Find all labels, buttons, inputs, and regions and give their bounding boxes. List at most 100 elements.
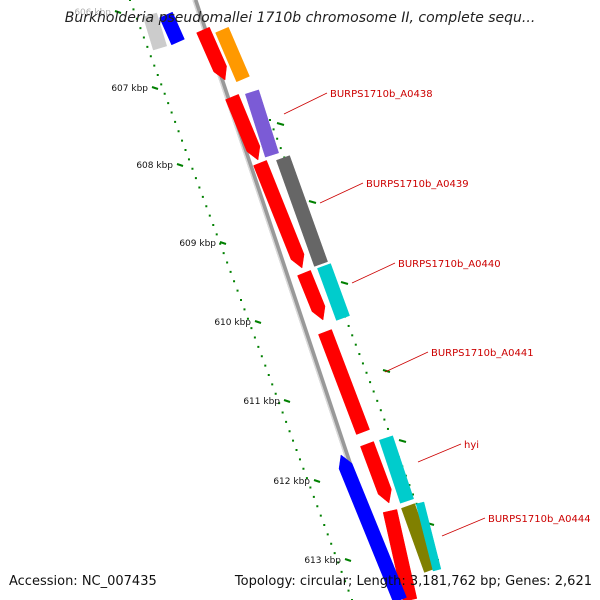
- tick-label-606-kbp: 606 kbp: [74, 8, 111, 18]
- left-tick-track-dot: [191, 167, 194, 170]
- left-tick-track-dot: [142, 36, 145, 39]
- left-tick-track-dot: [167, 102, 170, 105]
- gene-label-burps1710b-a0440[interactable]: BURPS1710b_A0440: [398, 259, 501, 270]
- right-tick-track-dot: [358, 353, 361, 356]
- cds-feature-hyi: [360, 441, 392, 504]
- left-tick-track-dot: [149, 55, 152, 58]
- left-tick-track-dot: [229, 270, 232, 273]
- left-tick-track-dot: [344, 580, 347, 583]
- left-tick-track-dot: [312, 495, 315, 498]
- left-tick-track-dot: [212, 224, 215, 226]
- major-tick: [176, 163, 184, 167]
- right-tick-track-dot: [376, 399, 379, 402]
- right-tick-track-dot: [411, 493, 414, 496]
- left-tick-track-dot: [181, 139, 184, 142]
- major-tick: [219, 241, 227, 245]
- tick-label-613-kbp: 613 kbp: [304, 556, 341, 566]
- left-tick-track-dot: [240, 299, 242, 301]
- gene-label-leader-burps1710b-a0438: [283, 92, 328, 115]
- left-tick-track-dot: [340, 570, 343, 573]
- right-tick-track-dot: [379, 409, 382, 412]
- left-tick-track-dot: [129, 0, 131, 1]
- left-tick-track-dot: [135, 17, 138, 20]
- left-tick-track-dot: [323, 524, 326, 526]
- left-tick-track-dot: [274, 392, 277, 395]
- feature-cyan-a0444: [415, 501, 442, 572]
- right-tick-track-dot: [408, 484, 411, 487]
- right-tick-track-dot: [386, 427, 389, 430]
- major-tick: [114, 10, 122, 14]
- left-tick-track-dot: [170, 111, 173, 114]
- reverse-cds-feature: [338, 454, 407, 600]
- feature-orange: [215, 26, 250, 83]
- left-tick-track-dot: [347, 589, 350, 592]
- major-tick: [344, 558, 352, 562]
- cds-feature-a0441: [318, 329, 370, 435]
- cds-feature: [196, 26, 227, 81]
- right-tick-track-dot: [269, 119, 271, 121]
- cds-feature-a0438: [225, 94, 261, 161]
- gene-label-burps1710b-a0438[interactable]: BURPS1710b_A0438: [330, 89, 433, 100]
- left-tick-track-dot: [330, 542, 333, 545]
- feature-purple-a0438: [245, 89, 279, 158]
- left-tick-track-dot: [295, 449, 298, 451]
- left-tick-track-dot: [337, 561, 340, 564]
- right-tick-track-dot: [272, 128, 275, 131]
- gene-label-burps1710b-a0444[interactable]: BURPS1710b_A0444: [488, 514, 591, 525]
- left-tick-track-dot: [187, 158, 190, 161]
- left-tick-track-dot: [233, 280, 236, 283]
- left-tick-track-dot: [246, 317, 249, 320]
- feature-reverse-partial: [159, 11, 185, 46]
- left-tick-track-dot: [298, 458, 301, 461]
- left-tick-track-dot: [305, 477, 308, 480]
- left-tick-track-dot: [146, 45, 149, 48]
- gene-label-leader-burps1710b-a0440: [351, 262, 396, 284]
- right-tick-track-dot: [347, 324, 350, 327]
- gene-label-leader-burps1710b-a0444: [441, 517, 486, 537]
- right-tick-track-dot: [276, 137, 279, 140]
- right-major-tick: [308, 200, 317, 204]
- left-tick-track-dot: [250, 327, 253, 330]
- cds-feature-a0440: [297, 270, 326, 321]
- left-tick-track-dot: [198, 186, 201, 189]
- left-tick-track-dot: [139, 27, 142, 30]
- feature-cyan-hyi: [379, 435, 414, 504]
- right-major-tick: [398, 439, 407, 443]
- left-tick-track-dot: [333, 552, 336, 555]
- gene-label-hyi[interactable]: hyi: [464, 440, 479, 451]
- left-tick-track-dot: [174, 120, 177, 123]
- left-tick-track-dot: [292, 439, 295, 442]
- left-tick-track-dot: [243, 308, 246, 311]
- left-tick-track-dot: [184, 149, 187, 151]
- tick-label-607-kbp: 607 kbp: [111, 84, 148, 94]
- left-tick-track-dot: [156, 74, 159, 76]
- feature-cyan-a0440: [317, 263, 350, 321]
- right-tick-track-dot: [365, 371, 368, 374]
- left-tick-track-dot: [253, 336, 256, 339]
- left-tick-track-dot: [163, 92, 166, 95]
- feature-gray-a0439: [276, 155, 328, 267]
- right-major-tick: [276, 122, 285, 126]
- gene-label-burps1710b-a0441[interactable]: BURPS1710b_A0441: [431, 348, 534, 359]
- left-tick-track-dot: [281, 411, 284, 414]
- right-tick-track-dot: [279, 147, 282, 150]
- feature-light-gray-partial: [142, 12, 168, 51]
- tick-label-611-kbp: 611 kbp: [243, 397, 280, 407]
- right-tick-track-dot: [361, 362, 364, 365]
- major-tick: [313, 479, 321, 483]
- gene-label-burps1710b-a0439[interactable]: BURPS1710b_A0439: [366, 179, 469, 190]
- left-tick-track-dot: [177, 130, 180, 133]
- left-tick-track-dot: [271, 383, 274, 386]
- major-tick: [254, 320, 262, 324]
- left-tick-track-dot: [288, 430, 291, 433]
- topology-summary-text: Topology: circular; Length: 3,181,762 bp…: [234, 574, 592, 589]
- page-title: Burkholderia pseudomallei 1710b chromoso…: [64, 10, 536, 26]
- left-tick-track-dot: [226, 261, 229, 264]
- left-tick-track-dot: [285, 420, 288, 423]
- left-tick-track-dot: [153, 64, 156, 67]
- left-tick-track-dot: [264, 364, 267, 367]
- gene-label-leader-burps1710b-a0439: [319, 182, 364, 204]
- left-tick-track-dot: [194, 177, 197, 180]
